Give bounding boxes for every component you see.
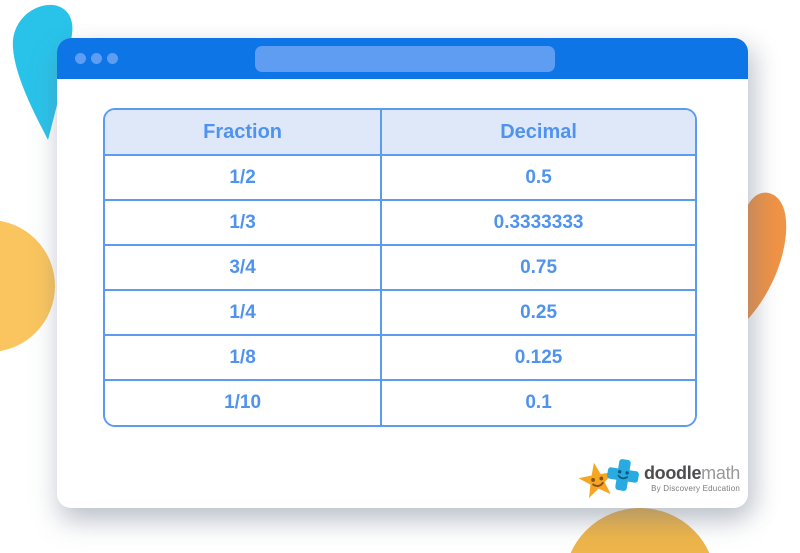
fraction-cell: 1/2 <box>105 154 382 200</box>
browser-window: Fraction Decimal 1/2 0.5 1/3 0.3333333 3… <box>57 38 748 508</box>
decimal-cell: 0.5 <box>380 154 695 200</box>
logo-wordmark: doodlemath <box>644 464 740 482</box>
decimal-cell: 0.3333333 <box>380 199 695 245</box>
logo-wordmark-math: math <box>701 462 740 483</box>
browser-titlebar <box>57 38 748 79</box>
fraction-cell: 1/4 <box>105 289 382 335</box>
table-header-row: Fraction Decimal <box>105 110 695 155</box>
column-header-decimal: Decimal <box>380 110 695 155</box>
table-row: 1/10 0.1 <box>105 379 695 425</box>
decimal-cell: 0.125 <box>380 334 695 380</box>
table-row: 1/8 0.125 <box>105 334 695 380</box>
decimal-cell: 0.75 <box>380 244 695 290</box>
smiley-plus-icon <box>607 459 639 491</box>
doodlemath-logo: doodlemath By Discovery Education <box>578 458 740 499</box>
logo-icons <box>578 458 640 499</box>
fraction-cell: 1/10 <box>105 379 382 425</box>
address-bar[interactable] <box>255 46 555 72</box>
gold-circle-bottom-decoration <box>570 508 710 553</box>
decimal-cell: 0.25 <box>380 289 695 335</box>
fraction-cell: 3/4 <box>105 244 382 290</box>
logo-tagline: By Discovery Education <box>651 483 740 493</box>
fraction-cell: 1/3 <box>105 199 382 245</box>
fraction-cell: 1/8 <box>105 334 382 380</box>
window-control-dot-icon[interactable] <box>107 53 118 64</box>
window-control-dot-icon[interactable] <box>75 53 86 64</box>
table-row: 1/4 0.25 <box>105 289 695 335</box>
table-row: 1/2 0.5 <box>105 154 695 200</box>
logo-text: doodlemath By Discovery Education <box>644 464 740 493</box>
yellow-circle-left-decoration <box>0 220 55 352</box>
window-control-dot-icon[interactable] <box>91 53 102 64</box>
table-row: 1/3 0.3333333 <box>105 199 695 245</box>
window-control-dots <box>75 53 118 64</box>
decimal-cell: 0.1 <box>380 379 695 425</box>
column-header-fraction: Fraction <box>105 110 382 155</box>
smiley-star-icon <box>578 462 614 499</box>
table-row: 3/4 0.75 <box>105 244 695 290</box>
conversion-table: Fraction Decimal 1/2 0.5 1/3 0.3333333 3… <box>103 108 697 427</box>
logo-wordmark-doodle: doodle <box>643 462 702 483</box>
